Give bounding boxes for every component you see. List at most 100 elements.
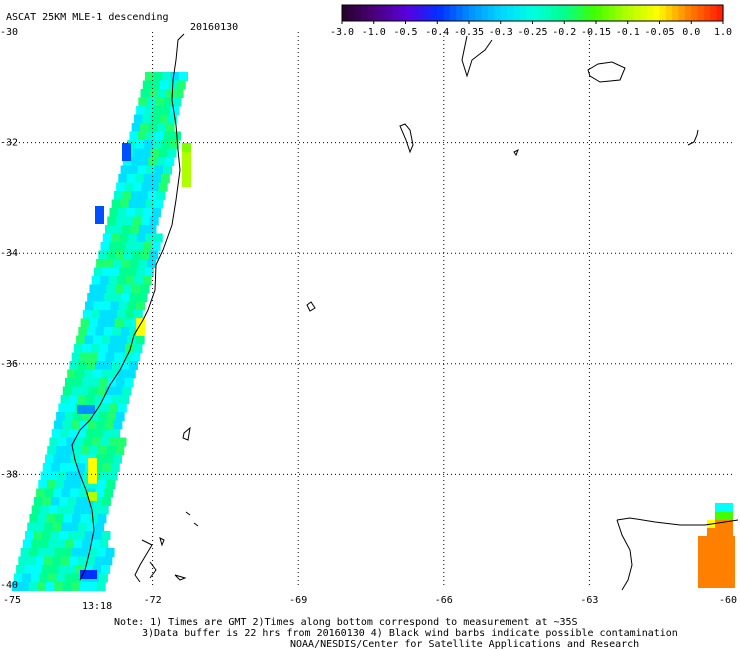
- swath-cell: [84, 565, 94, 574]
- colorbar-swatch: [532, 5, 540, 21]
- swath-cell: [120, 327, 130, 336]
- swath-cell: [63, 514, 73, 523]
- colorbar-label: 0.0: [682, 27, 700, 38]
- swath-cell: [93, 335, 103, 345]
- swath-cell: [39, 573, 49, 583]
- swath-cell: [114, 284, 124, 294]
- swath-cell: [87, 420, 97, 430]
- swath-cell: [81, 412, 91, 421]
- colorbar-swatch: [411, 5, 419, 21]
- colorbar-swatch: [386, 5, 394, 21]
- swath-cell: [113, 225, 123, 234]
- swath-cell: [95, 206, 104, 215]
- swath-cell: [108, 437, 118, 447]
- swath-cell: [69, 361, 79, 370]
- colorbar-swatch: [551, 5, 559, 21]
- swath-cell: [80, 352, 90, 362]
- swath-cell: [60, 429, 70, 438]
- swath-cell: [136, 106, 146, 115]
- swath-cell: [54, 582, 64, 591]
- swath-cell: [71, 514, 81, 523]
- swath-cell: [69, 395, 79, 404]
- swath-cell: [87, 293, 97, 302]
- swath-cell: [117, 403, 127, 413]
- swath-cell: [67, 497, 77, 506]
- swath-cell: [131, 123, 141, 132]
- colorbar-label: -0.15: [581, 27, 611, 38]
- swath-cell: [55, 446, 65, 455]
- swath-cell: [113, 420, 123, 430]
- swath-cell: [167, 114, 177, 124]
- swath-cell: [128, 233, 138, 243]
- swath-cell: [128, 199, 138, 209]
- swath-cell: [126, 208, 136, 217]
- swath-cell: [135, 335, 145, 345]
- swath-cell: [123, 284, 133, 294]
- swath-cell: [26, 556, 36, 566]
- swath-cell: [106, 318, 116, 328]
- swath-cell: [88, 466, 97, 475]
- swath-cell: [47, 573, 57, 583]
- swath-cell: [141, 216, 151, 226]
- colorbar-label: -0.25: [517, 27, 547, 38]
- swath-cell: [77, 429, 87, 438]
- swath-cell: [41, 565, 51, 574]
- swath-cell: [74, 505, 84, 515]
- swath-cell: [113, 259, 123, 268]
- swath-cell: [88, 458, 97, 467]
- swath-cell: [58, 565, 68, 574]
- swath-cell: [132, 216, 142, 226]
- swath-cell: [61, 488, 71, 498]
- swath-cell: [95, 522, 105, 532]
- swath-cell: [65, 378, 74, 387]
- swath-cell: [30, 573, 40, 583]
- swath-cell: [133, 148, 143, 158]
- colorbar-swatch: [380, 5, 388, 21]
- swath-cell: [138, 293, 148, 302]
- swath-cell: [31, 539, 41, 549]
- swath-cell: [104, 420, 114, 430]
- colorbar-swatch: [627, 5, 635, 21]
- colorbar-swatch: [443, 5, 451, 21]
- colorbar-swatch: [672, 5, 680, 21]
- swath-cell: [140, 284, 150, 294]
- colorbar-swatch: [589, 5, 597, 21]
- swath-cell: [33, 531, 43, 540]
- y-tick-label: -40: [0, 580, 18, 591]
- swath-cell: [131, 157, 141, 166]
- swath-cell: [82, 505, 92, 515]
- swath-cell: [111, 233, 121, 243]
- swath-cell: [72, 480, 82, 489]
- y-tick-label: -32: [0, 138, 18, 149]
- swath-cell: [172, 97, 182, 107]
- x-tick-label: -60: [719, 595, 737, 606]
- swath-cell: [698, 536, 735, 588]
- swath-cell: [120, 395, 130, 404]
- swath-cell: [84, 531, 94, 540]
- swath-cell: [131, 352, 141, 362]
- swath-cell: [18, 556, 28, 566]
- footer-note-2: 3)Data buffer is 22 hrs from 20160130 4)…: [142, 628, 678, 639]
- swath-cell: [111, 199, 121, 209]
- swath-cell: [160, 174, 170, 183]
- swath-cell: [159, 80, 169, 90]
- swath-cell: [68, 429, 78, 438]
- swath-cell: [122, 157, 132, 166]
- swath-cell: [96, 420, 106, 430]
- swath-cell: [97, 548, 107, 557]
- swath-cell: [131, 284, 141, 294]
- swath-cell: [156, 191, 166, 200]
- colorbar-swatch: [583, 5, 591, 21]
- footer-note-1: Note: 1) Times are GMT 2)Times along bot…: [114, 617, 578, 628]
- swath-cell: [66, 403, 76, 413]
- swath-cell: [153, 106, 163, 115]
- swath-cell: [51, 463, 61, 472]
- swath-cell: [182, 170, 191, 179]
- swath-cell: [105, 352, 115, 362]
- colorbar-swatch: [399, 5, 407, 21]
- swath-cell: [102, 267, 112, 277]
- colorbar-label: -0.5: [393, 27, 417, 38]
- swath-cell: [108, 276, 118, 285]
- swath-cell: [139, 191, 149, 200]
